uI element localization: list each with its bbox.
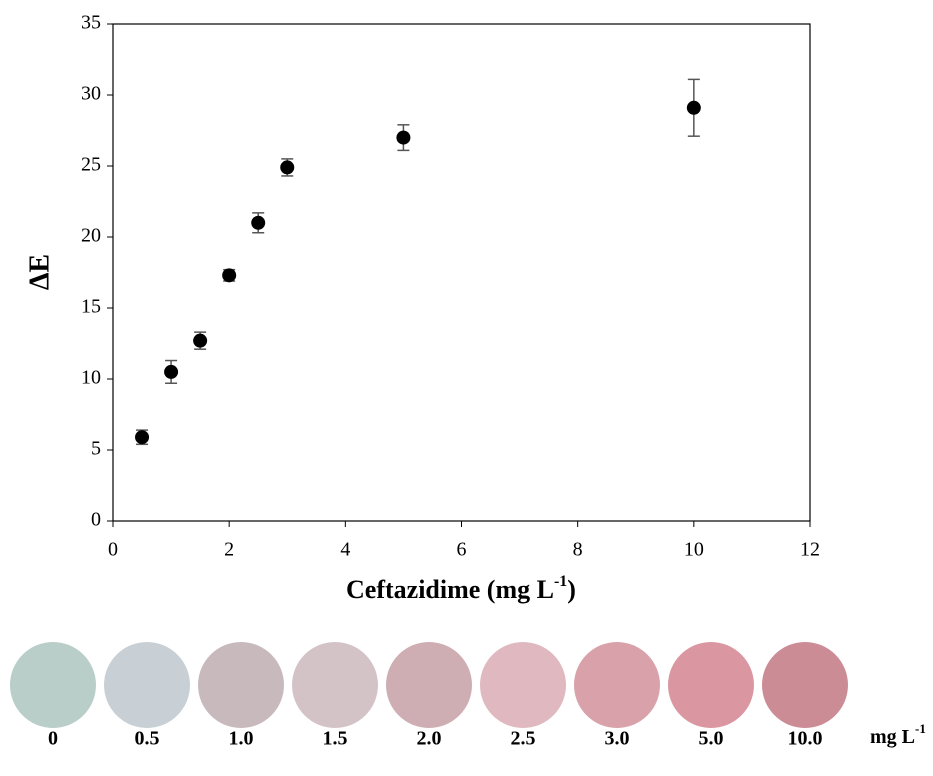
plot-frame	[112, 23, 811, 522]
y-tick-label: 0	[91, 509, 101, 531]
data-point	[251, 215, 266, 230]
swatch-unit: mg L-1	[870, 721, 926, 748]
color-swatch	[10, 642, 96, 728]
color-swatch	[386, 642, 472, 728]
x-tick-label: 4	[340, 539, 350, 561]
y-tick-label: 5	[91, 438, 101, 460]
y-tick-label: 25	[81, 154, 101, 176]
x-axis-label: Ceftazidime (mg L-1)	[346, 573, 576, 604]
x-tick-label: 12	[800, 539, 820, 561]
swatch-label: 0	[48, 728, 58, 750]
swatch-label: 1.5	[323, 728, 348, 750]
y-tick-label: 30	[81, 83, 101, 105]
swatch-unit-text: mg L	[870, 726, 915, 748]
data-point	[135, 430, 150, 445]
x-tick-label: 0	[108, 539, 118, 561]
x-tick-label: 10	[684, 539, 704, 561]
color-swatch	[668, 642, 754, 728]
swatch-label: 5.0	[699, 728, 724, 750]
data-point	[396, 130, 411, 145]
swatch-label: 1.0	[229, 728, 254, 750]
color-swatch	[574, 642, 660, 728]
y-tick-label: 35	[81, 12, 101, 34]
data-point	[280, 160, 295, 175]
color-swatch	[762, 642, 848, 728]
y-tick-label: 10	[81, 367, 101, 389]
data-point	[164, 364, 179, 379]
swatch-label: 10.0	[788, 728, 823, 750]
swatch-unit-superscript: -1	[915, 721, 926, 736]
swatch-label: 2.5	[511, 728, 536, 750]
color-swatch	[480, 642, 566, 728]
y-axis-label: ΔE	[24, 254, 55, 290]
x-tick-label: 6	[457, 539, 467, 561]
swatch-label: 3.0	[605, 728, 630, 750]
data-point	[222, 268, 237, 283]
color-swatch	[292, 642, 378, 728]
y-tick-label: 20	[81, 225, 101, 247]
data-point	[193, 333, 208, 348]
x-tick-label: 8	[573, 539, 583, 561]
x-tick-label: 2	[224, 539, 234, 561]
y-tick-label: 15	[81, 296, 101, 318]
color-swatch	[198, 642, 284, 728]
x-label-superscript: -1	[554, 573, 567, 590]
swatch-label: 2.0	[417, 728, 442, 750]
x-label-suffix: )	[567, 575, 576, 604]
color-swatch	[104, 642, 190, 728]
swatch-label: 0.5	[135, 728, 160, 750]
data-point	[686, 100, 701, 115]
x-label-text: Ceftazidime (mg L	[346, 575, 554, 604]
